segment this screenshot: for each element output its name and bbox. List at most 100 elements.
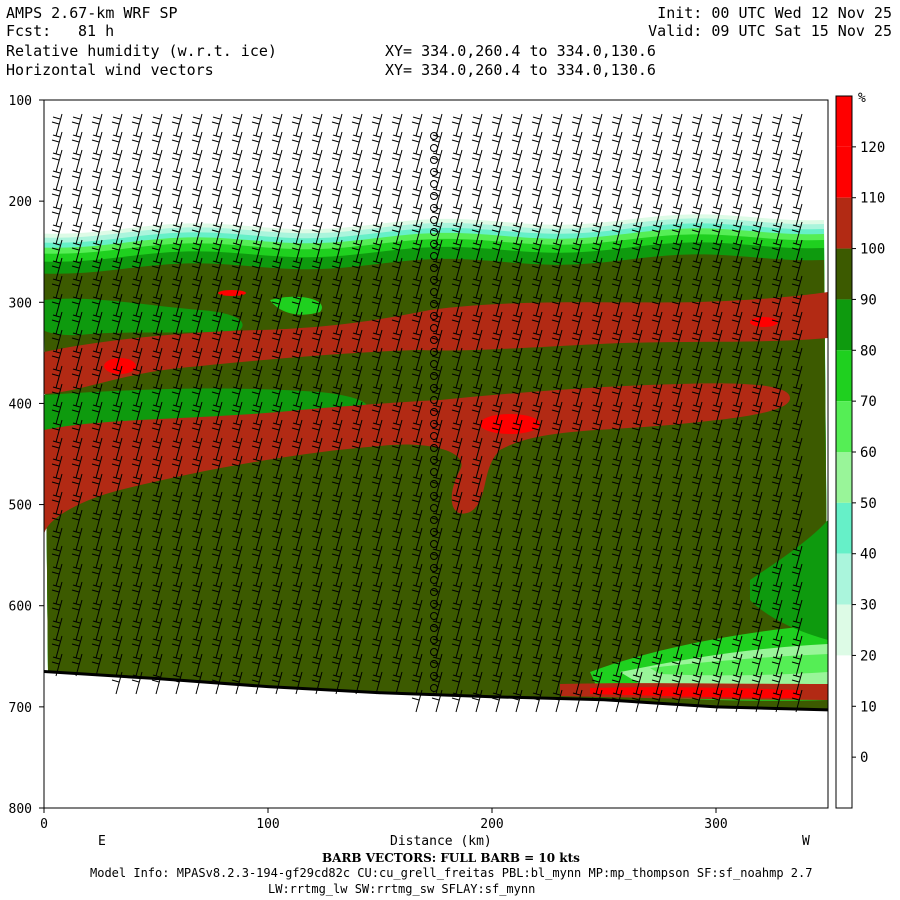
wind-barb [251,167,263,191]
wind-barb [391,329,403,353]
wind-barb [731,527,743,551]
wind-barb [351,167,363,191]
wind-barb [631,365,643,389]
wind-barb [531,185,543,209]
wind-barb [191,113,203,137]
wind-barb [211,167,223,191]
wind-barb [151,113,163,137]
wind-barb [311,113,323,137]
wind-barb [131,239,143,263]
wind-barb [591,149,603,173]
wind-barb [611,635,623,659]
wind-barb [371,545,383,569]
wind-barb [351,437,363,461]
wind-barb [691,473,703,497]
wind-barb [311,599,323,623]
wind-barb [691,401,703,425]
wind-barb [211,599,223,623]
wind-barb [671,437,683,461]
wind-barb [771,491,783,515]
wind-barb [331,149,343,173]
wind-barb [591,329,603,353]
wind-barb [331,599,343,623]
wind-barb [171,203,183,227]
wind-barb [371,563,383,587]
wind-barb [471,419,483,443]
wind-barb [191,491,203,515]
wind-barb [591,617,603,641]
wind-barb [751,491,763,515]
wind-barb [391,185,403,209]
wind-barb [131,545,143,569]
wind-barb [311,167,323,191]
field-label-rh: Relative humidity (w.r.t. ice) [6,42,277,60]
wind-barb [711,167,723,191]
wind-barb [291,383,303,407]
wind-barb [551,491,563,515]
wind-barb [291,329,303,353]
wind-barb [71,455,83,479]
wind-barb [631,311,643,335]
wind-barb [151,599,163,623]
wind-barb [291,113,303,137]
wind-barb [171,239,183,263]
wind-barb [251,401,263,425]
wind-barb [731,401,743,425]
wind-barb [271,365,283,389]
wind-barb [311,437,323,461]
wind-barb [531,203,543,227]
wind-barb [571,581,583,605]
wind-barb [691,617,703,641]
wind-barb [171,131,183,155]
wind-barb [311,563,323,587]
wind-barb [371,239,383,263]
wind-barb [331,239,343,263]
field-label-wind: Horizontal wind vectors [6,61,214,79]
wind-barb [731,581,743,605]
wind-barb [411,257,423,281]
wind-barb [691,419,703,443]
colorbar-swatch [836,706,852,758]
wind-barb [231,617,243,641]
wind-barb [331,113,343,137]
wind-barb [411,545,423,569]
wind-barb [111,131,123,155]
wind-barb [511,347,523,371]
rh-pocket-90-b [44,388,368,440]
wind-barb [611,383,623,407]
wind-barb [791,113,803,137]
wind-barb [191,275,203,299]
wind-barb [131,653,143,677]
wind-barb [731,491,743,515]
wind-barb [171,221,183,245]
wind-barb [671,599,683,623]
wind-barb [691,275,703,299]
wind-barb [671,311,683,335]
wind-barb [571,671,583,695]
wind-barb [711,239,723,263]
wind-barb [751,653,763,677]
wind-barbs [51,113,803,713]
calm-wind-circle [430,540,438,548]
wind-barb [491,419,503,443]
wind-barb [471,581,483,605]
wind-barb [391,563,403,587]
rh-max-120-d [218,290,246,296]
calm-wind-circle [430,360,438,368]
wind-barb [411,473,423,497]
wind-barb [191,401,203,425]
wind-barb [491,311,503,335]
wind-barb [591,635,603,659]
wind-barb [211,491,223,515]
wind-barb [471,203,483,227]
wind-barb [291,617,303,641]
wind-barb [291,599,303,623]
wind-barb [731,437,743,461]
wind-barb [731,275,743,299]
wind-barb [311,671,323,695]
wind-barb [451,635,463,659]
wind-barb [471,635,483,659]
wind-barb [571,149,583,173]
calm-wind-circle [430,396,438,404]
